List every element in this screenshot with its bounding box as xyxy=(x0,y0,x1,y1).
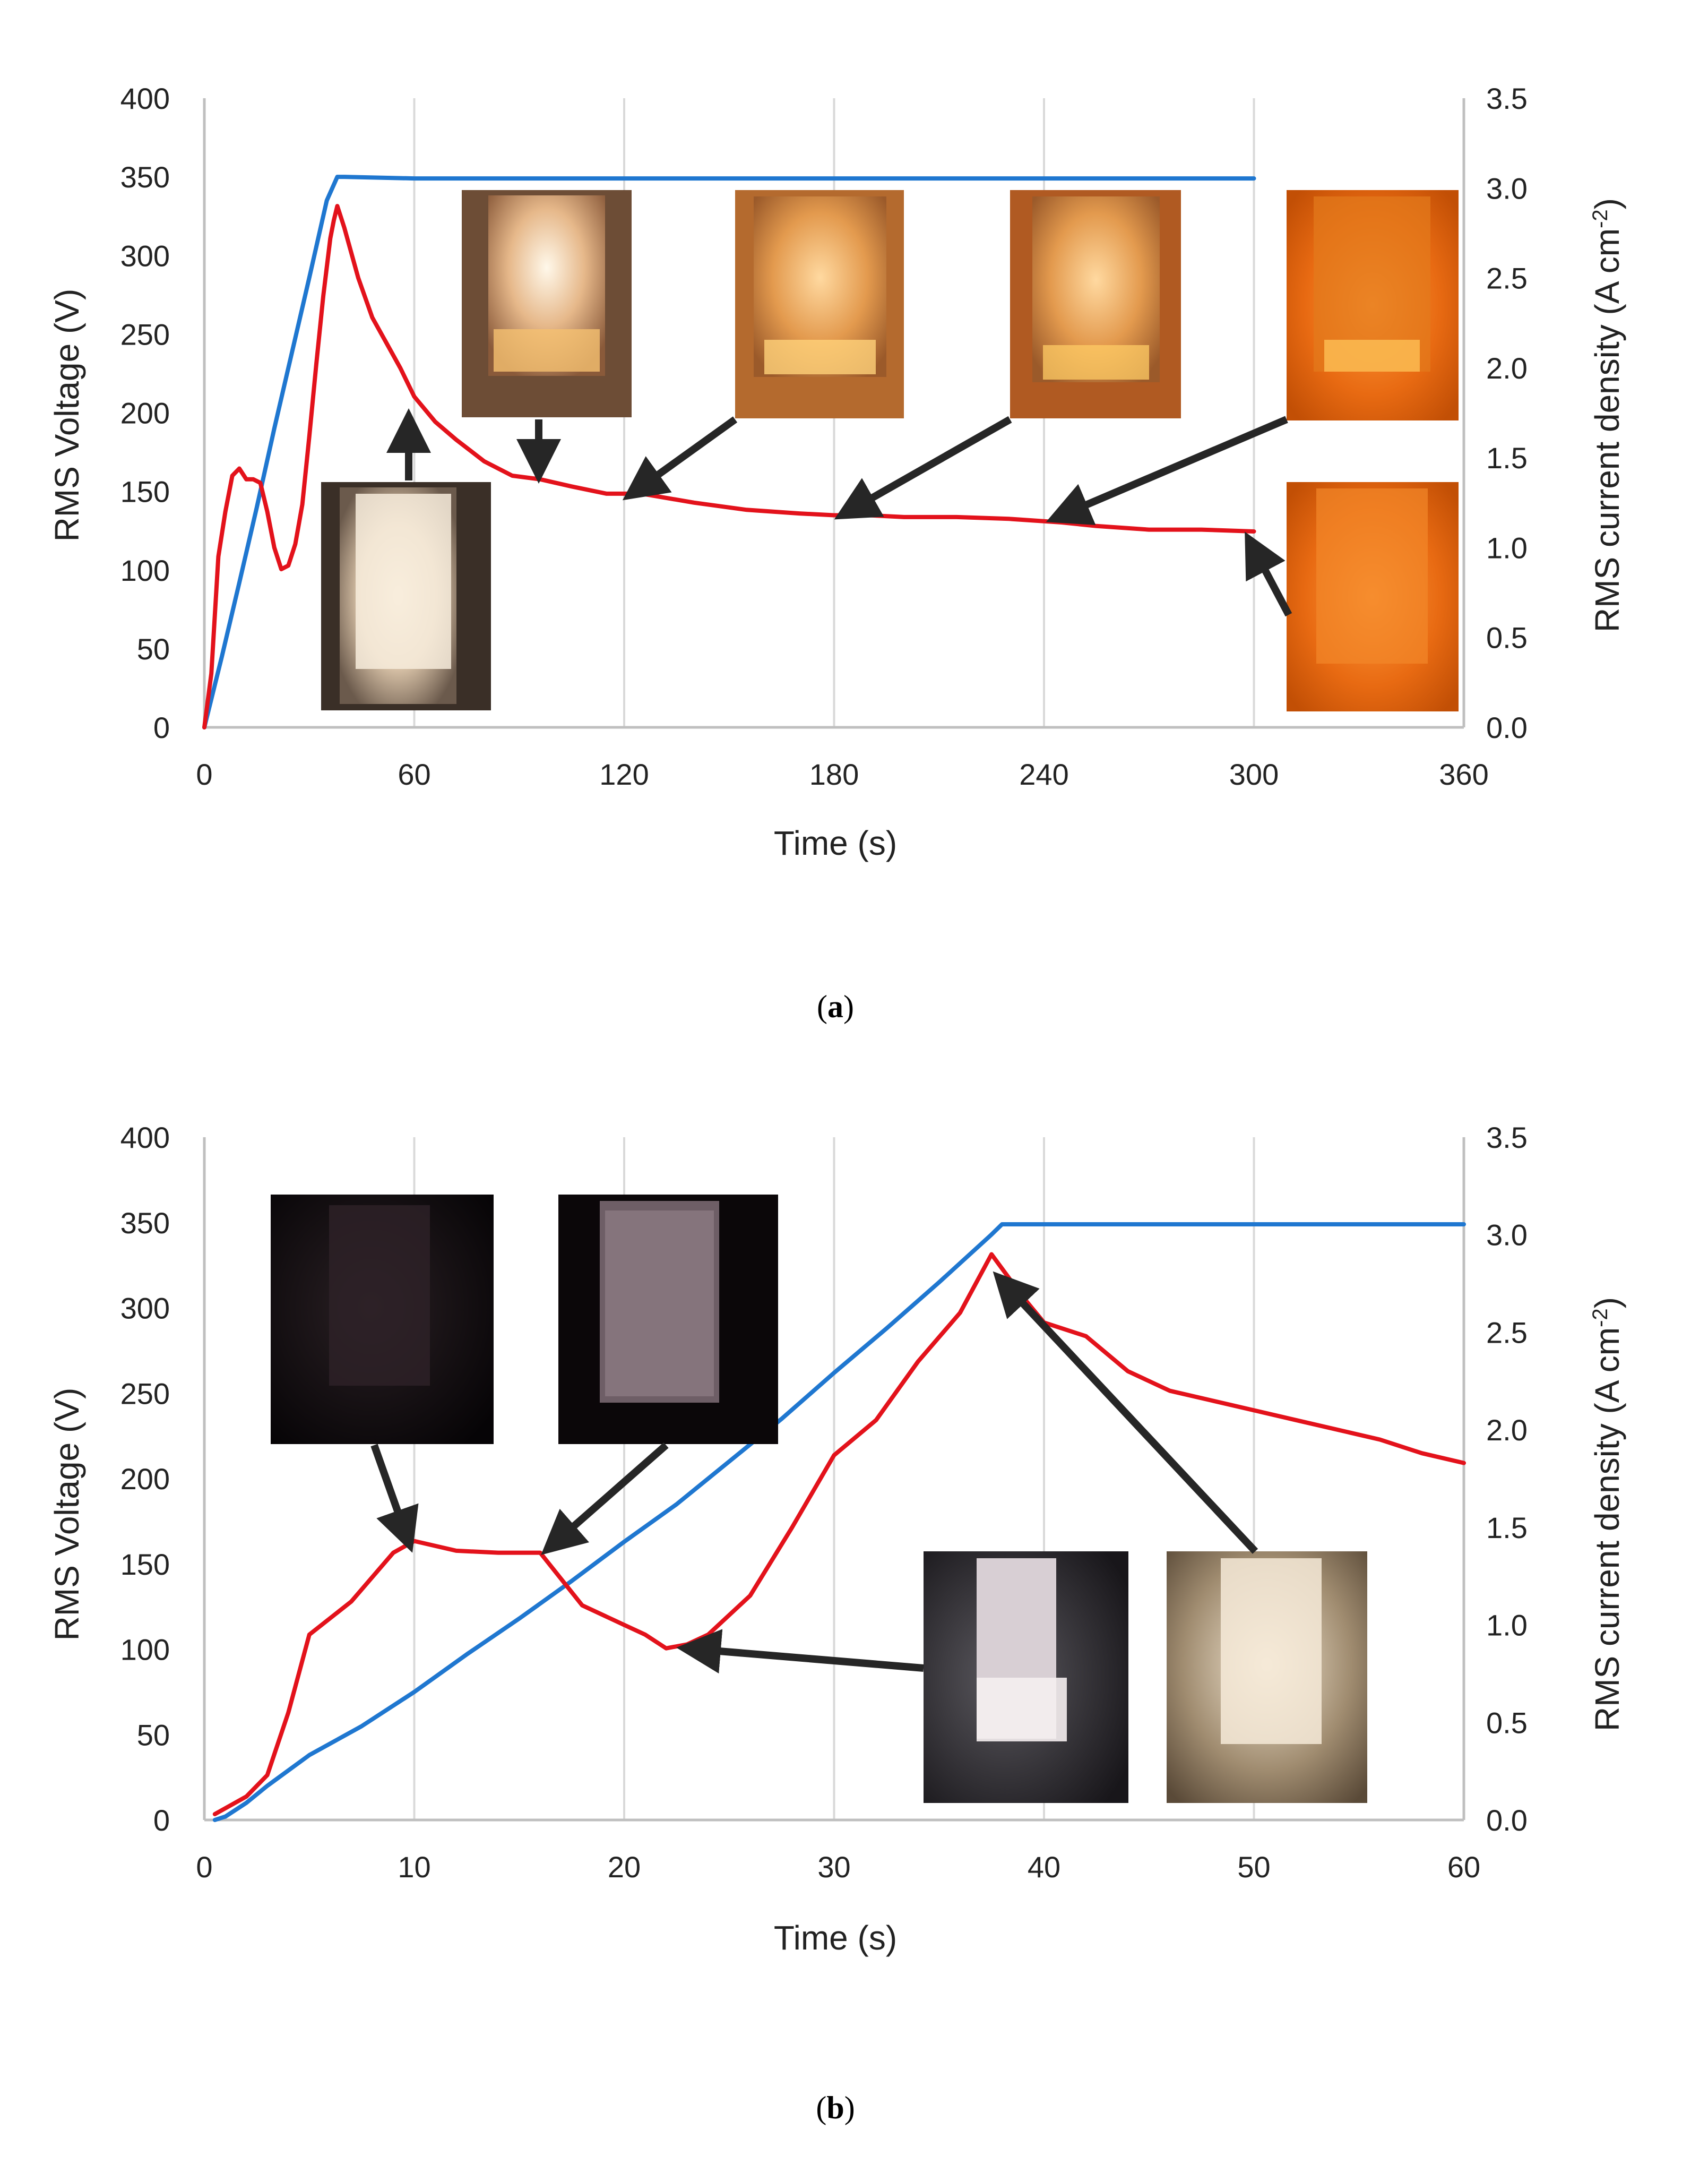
inset-photo-b1 xyxy=(271,1195,494,1444)
x-tick-label: 10 xyxy=(398,1850,430,1884)
inset-photo-b4 xyxy=(1167,1551,1367,1803)
x-tick-label: 60 xyxy=(398,758,430,791)
inset-photo-a1 xyxy=(321,482,491,710)
inset-photo-a3 xyxy=(735,190,904,418)
x-axis-label-b: Time (s) xyxy=(774,1919,897,1957)
y-axis-label-a: RMS Voltage (V) xyxy=(48,289,86,542)
arrow-a4 xyxy=(834,416,1012,520)
x-tick-label: 120 xyxy=(599,758,649,791)
arrow-b3 xyxy=(676,1629,924,1674)
y-tick-label: 250 xyxy=(120,1377,170,1410)
y2-tick-label: 2.5 xyxy=(1486,1316,1528,1349)
y-tick-label: 300 xyxy=(120,239,170,272)
current-density-line xyxy=(212,1252,1466,1816)
inset-photo-a2 xyxy=(462,190,632,417)
y-tick-label: 100 xyxy=(120,554,170,587)
y-tick-label: 150 xyxy=(120,475,170,509)
arrow-b4 xyxy=(993,1271,1258,1554)
arrows-b xyxy=(370,1271,1258,1674)
y2-axis-label-a: RMS current density (A cm-2) xyxy=(1588,198,1626,632)
y2-tick-label: 1.0 xyxy=(1486,1609,1528,1642)
x-tick-label: 50 xyxy=(1237,1850,1270,1884)
x-tick-label: 0 xyxy=(196,758,212,791)
y-tick-label: 100 xyxy=(120,1633,170,1667)
x-tick-label: 40 xyxy=(1028,1850,1060,1884)
voltage-line xyxy=(212,1222,1466,1822)
y2-tick-label: 2.0 xyxy=(1486,351,1528,385)
arrow-b1 xyxy=(370,1444,419,1553)
y-tick-label: 0 xyxy=(153,711,170,744)
x-tick-label: 20 xyxy=(608,1850,641,1884)
series-b xyxy=(212,1222,1466,1822)
y2-tick-label: 3.0 xyxy=(1486,171,1528,205)
inset-photo-a4 xyxy=(1010,190,1181,418)
x-tick-label: 180 xyxy=(809,758,859,791)
x-tick-label: 0 xyxy=(196,1850,212,1884)
y-tick-label: 150 xyxy=(120,1548,170,1581)
x-axis-label-a: Time (s) xyxy=(774,824,897,862)
y-tick-label: 200 xyxy=(120,1462,170,1496)
y-tick-label: 200 xyxy=(120,397,170,430)
y2-tick-label: 2.5 xyxy=(1486,262,1528,295)
axes-b xyxy=(203,1137,1465,1822)
y-tick-label: 250 xyxy=(120,317,170,351)
y2-tick-label: 0.5 xyxy=(1486,621,1528,655)
x-tick-label: 240 xyxy=(1019,758,1068,791)
y2-tick-label: 0.0 xyxy=(1486,1804,1528,1837)
caption-b: (b) xyxy=(816,2090,855,2125)
y-tick-label: 50 xyxy=(137,1718,170,1751)
inset-photo-b2 xyxy=(558,1195,778,1444)
y2-tick-label: 0.0 xyxy=(1486,711,1528,744)
inset-photo-a6 xyxy=(1287,482,1459,711)
y2-tick-label: 3.5 xyxy=(1486,82,1528,115)
y2-tick-label: 0.5 xyxy=(1486,1706,1528,1739)
y-tick-label: 350 xyxy=(120,1206,170,1240)
y2-tick-label: 2.0 xyxy=(1486,1413,1528,1447)
y2-tick-label: 3.0 xyxy=(1486,1218,1528,1252)
y2-tick-label: 1.5 xyxy=(1486,441,1528,475)
arrows-a xyxy=(386,408,1292,617)
y2-tick-label: 1.5 xyxy=(1486,1511,1528,1544)
y-tick-label: 350 xyxy=(120,160,170,194)
x-tick-label: 30 xyxy=(817,1850,850,1884)
arrow-a5 xyxy=(1046,416,1288,525)
y-tick-label: 400 xyxy=(120,82,170,115)
voltage-line xyxy=(202,175,1256,729)
chart-panel-a: 0 60 120 180 240 300 360 0 50 100 150 200 250 300 350 4… xyxy=(48,82,1626,1024)
y-tick-label: 400 xyxy=(120,1121,170,1154)
x-tick-label: 300 xyxy=(1229,758,1279,791)
x-tick-label: 60 xyxy=(1447,1850,1480,1884)
tick-labels-a: 0 60 120 180 240 300 360 0 50 100 150 200 250 300 350 4… xyxy=(120,82,1528,791)
axes-a xyxy=(203,98,1465,729)
y-axis-label-b: RMS Voltage (V) xyxy=(48,1388,86,1641)
x-tick-label: 360 xyxy=(1439,758,1488,791)
inset-photo-b3 xyxy=(924,1551,1128,1803)
arrow-a3 xyxy=(622,416,738,501)
y-tick-label: 300 xyxy=(120,1292,170,1325)
y-tick-label: 50 xyxy=(137,632,170,666)
y-tick-label: 0 xyxy=(153,1804,170,1837)
y2-tick-label: 1.0 xyxy=(1486,531,1528,564)
caption-a: (a) xyxy=(817,989,854,1024)
chart-panel-b: 0 10 20 30 40 50 60 0 50 100 150 200 250 300 350 400 0.0… xyxy=(48,1121,1626,2125)
tick-labels-b: 0 10 20 30 40 50 60 0 50 100 150 200 250 300 350 400 0.0… xyxy=(120,1121,1528,1884)
arrow-a6 xyxy=(1245,531,1292,617)
y2-axis-label-b: RMS current density (A cm-2) xyxy=(1588,1297,1626,1731)
arrow-b2 xyxy=(541,1442,669,1555)
inset-photo-a5 xyxy=(1287,190,1459,420)
y2-tick-label: 3.5 xyxy=(1486,1121,1528,1154)
